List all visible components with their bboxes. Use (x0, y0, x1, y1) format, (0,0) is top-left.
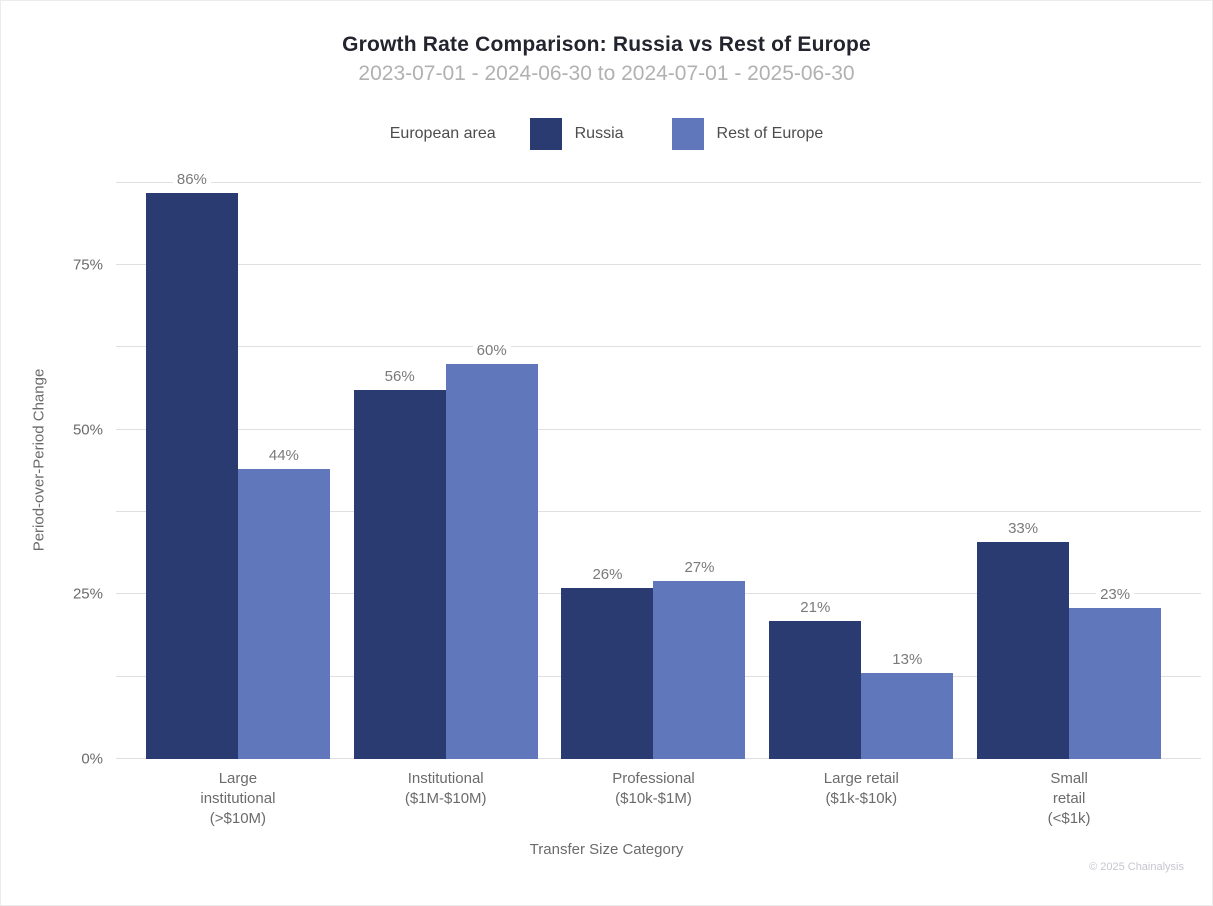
rest-of-europe-color-swatch-icon (671, 118, 704, 150)
x-axis-title: Transfer Size Category (529, 841, 684, 858)
bar-rest-of-europe: 27% (653, 559, 746, 759)
bar-value-label: 13% (888, 651, 927, 669)
legend-label: Russia (574, 125, 624, 142)
y-tick-label: 75% (72, 256, 103, 274)
y-tick-label: 25% (72, 585, 103, 603)
bar-russia: 86% (145, 170, 238, 759)
legend-label: Rest of Europe (716, 125, 824, 142)
bars-row: 86% 44% 56% 60% 26% 27% 21% 13% 33% 23% (134, 161, 1173, 759)
y-tick-label: 0% (81, 750, 103, 768)
chart-subtitle: 2023-07-01 - 2024-06-30 to 2024-07-01 - … (358, 62, 855, 85)
bar-value-label: 23% (1096, 585, 1135, 603)
bar-value-label: 27% (680, 559, 719, 577)
category-label: Professional ($10k-$1M) (612, 770, 695, 807)
bar-russia: 21% (769, 598, 862, 759)
gridline (116, 264, 1201, 266)
category-label: Institutional ($1M-$10M) (404, 770, 487, 807)
bar-value-label: 86% (172, 170, 211, 188)
plot-area: 86% 44% 56% 60% 26% 27% 21% 13% 33% 23% (116, 161, 1201, 759)
legend-title: European area (389, 125, 496, 142)
category-label: Small retail (<$1k) (1047, 770, 1091, 827)
bar-rest-of-europe: 60% (445, 341, 538, 759)
bar-value-label: 21% (796, 598, 835, 616)
gridline (116, 511, 1201, 513)
category-label: Large retail ($1k-$10k) (823, 770, 899, 807)
y-tick-label: 50% (72, 421, 103, 439)
bar-russia: 56% (353, 368, 446, 759)
gridline (116, 181, 1201, 183)
bar-value-label: 60% (472, 341, 511, 359)
gridline (116, 428, 1201, 430)
bar-rest-of-europe: 44% (237, 447, 330, 759)
gridline (116, 346, 1201, 348)
chart-legend: European area Russia Rest of Europe (1, 118, 1212, 150)
bar-group: 33% 23% (965, 161, 1173, 759)
bar-group: 86% 44% (134, 161, 342, 759)
bar-value-label: 33% (1004, 519, 1043, 537)
copyright-credit: © 2025 Chainalysis (1089, 861, 1184, 873)
x-axis-category-labels: Large institutional (>$10M) Institutional ($… (134, 769, 1173, 829)
bar-russia: 33% (977, 519, 1070, 759)
legend-item-russia: Russia (529, 118, 624, 150)
bar-value-label: 56% (380, 368, 419, 386)
bar-value-label: 26% (588, 565, 627, 583)
bar-group: 21% 13% (757, 161, 965, 759)
bar-russia: 26% (561, 565, 654, 759)
legend-item-rest-of-europe: Rest of Europe (671, 118, 824, 150)
bar-rest-of-europe: 13% (861, 651, 954, 759)
bar-group: 56% 60% (342, 161, 550, 759)
chart-title: Growth Rate Comparison: Russia vs Rest o… (342, 33, 871, 56)
bar-value-label: 44% (264, 447, 303, 465)
bar-rest-of-europe: 23% (1069, 585, 1162, 759)
bar-group: 26% 27% (550, 161, 758, 759)
y-axis-ticks: 0% 25% 50% 75% (1, 161, 108, 768)
russia-color-swatch-icon (529, 118, 562, 150)
category-label: Large institutional (>$10M) (200, 770, 276, 827)
